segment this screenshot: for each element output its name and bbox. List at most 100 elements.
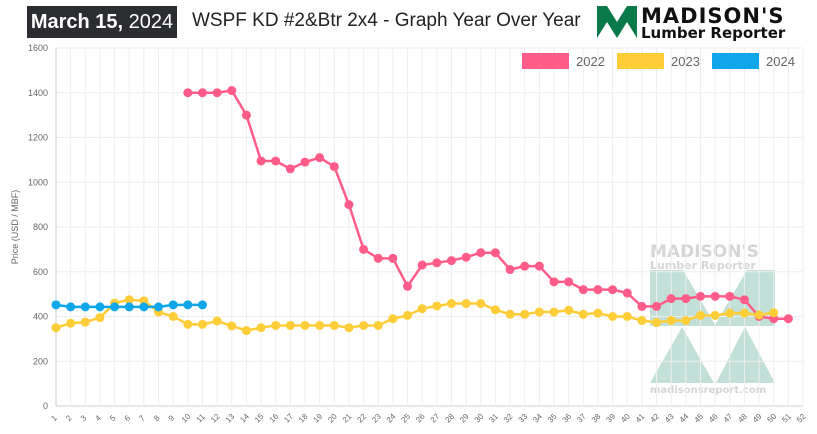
watermark-url: madisonsreport.com (650, 385, 766, 396)
data-point-2023 (256, 323, 266, 333)
legend-swatch-2023[interactable] (617, 53, 664, 69)
x-tick-label: 47 (722, 412, 735, 425)
data-point-2023 (549, 307, 559, 317)
data-point-2024 (154, 302, 164, 312)
x-tick-label: 19 (312, 412, 325, 425)
legend-label-2023[interactable]: 2023 (671, 54, 700, 69)
data-point-2022 (549, 277, 559, 287)
data-point-2023 (593, 308, 603, 318)
data-point-2022 (227, 86, 237, 96)
data-point-2023 (637, 316, 647, 326)
data-point-2022 (725, 291, 735, 301)
chart-title: WSPF KD #2&Btr 2x4 - Graph Year Over Yea… (192, 10, 581, 31)
x-tick-label: 46 (707, 412, 720, 425)
data-point-2022 (359, 244, 369, 254)
data-point-2023 (461, 299, 471, 309)
x-tick-label: 34 (531, 412, 544, 425)
data-point-2024 (168, 300, 178, 310)
x-tick-label: 10 (180, 412, 193, 425)
data-point-2023 (652, 318, 662, 328)
x-tick-label: 30 (473, 412, 486, 425)
y-tick-label: 200 (33, 356, 48, 366)
data-point-2022 (403, 281, 413, 291)
legend-swatch-2022[interactable] (522, 53, 569, 69)
x-tick-label: 26 (414, 412, 427, 425)
x-tick-label: 48 (736, 412, 749, 425)
data-point-2023 (403, 310, 413, 320)
x-tick-label: 44 (678, 412, 691, 425)
x-tick-label: 16 (268, 412, 281, 425)
x-tick-label: 42 (648, 412, 661, 425)
data-point-2023 (432, 301, 442, 311)
x-tick-label: 37 (575, 412, 588, 425)
data-point-2022 (476, 248, 486, 258)
x-tick-label: 39 (604, 412, 617, 425)
data-point-2022 (315, 153, 325, 163)
x-tick-label: 9 (167, 413, 177, 423)
x-tick-label: 21 (341, 412, 354, 425)
date-text: March 15, (30, 11, 124, 33)
x-tick-label: 20 (326, 412, 339, 425)
y-tick-label: 1000 (28, 177, 48, 187)
logo-mark-icon (597, 6, 637, 38)
x-tick-label: 35 (546, 412, 559, 425)
data-point-2022 (593, 285, 603, 295)
data-point-2023 (681, 316, 691, 326)
y-tick-label: 600 (33, 267, 48, 277)
data-point-2023 (476, 299, 486, 309)
data-point-2023 (417, 304, 427, 314)
y-tick-label: 1400 (28, 88, 48, 98)
legend-label-2022[interactable]: 2022 (576, 54, 605, 69)
x-tick-label: 38 (590, 412, 603, 425)
data-point-2023 (285, 320, 295, 330)
x-tick-label: 6 (123, 413, 133, 423)
y-tick-label: 400 (33, 312, 48, 322)
legend-swatch-2024[interactable] (712, 53, 759, 69)
data-point-2022 (505, 265, 515, 275)
y-tick-label: 0 (43, 401, 48, 411)
data-point-2022 (241, 110, 251, 120)
y-tick-label: 800 (33, 222, 48, 232)
x-tick-label: 3 (79, 413, 89, 423)
data-point-2023 (769, 308, 779, 318)
data-point-2023 (695, 310, 705, 320)
x-tick-label: 18 (297, 412, 310, 425)
date-year: 2024 (128, 11, 174, 33)
data-point-2023 (124, 295, 134, 305)
y-tick-label: 1200 (28, 133, 48, 143)
data-point-2022 (564, 277, 574, 287)
x-tick-label: 24 (385, 412, 398, 425)
data-point-2023 (578, 309, 588, 319)
x-tick-label: 51 (780, 412, 793, 425)
x-tick-label: 52 (795, 412, 808, 425)
data-point-2023 (95, 313, 105, 323)
data-point-2022 (432, 258, 442, 268)
x-tick-label: 28 (443, 412, 456, 425)
data-point-2024 (124, 302, 134, 312)
x-tick-label: 41 (634, 412, 647, 425)
data-point-2024 (183, 300, 193, 310)
x-tick-label: 7 (137, 413, 147, 423)
data-point-2023 (197, 319, 207, 329)
data-point-2022 (534, 261, 544, 271)
x-tick-label: 12 (209, 412, 222, 425)
data-point-2023 (51, 323, 61, 333)
data-point-2022 (520, 261, 530, 271)
data-point-2023 (80, 317, 90, 327)
data-point-2024 (110, 302, 120, 312)
data-point-2024 (139, 302, 149, 312)
legend-label-2024[interactable]: 2024 (766, 54, 795, 69)
data-point-2023 (168, 312, 178, 321)
data-point-2023 (754, 310, 764, 320)
x-tick-label: 13 (224, 412, 237, 425)
x-tick-label: 14 (238, 412, 251, 425)
data-point-2023 (564, 305, 574, 315)
data-point-2024 (51, 300, 61, 310)
data-point-2024 (197, 300, 207, 310)
data-point-2022 (461, 252, 471, 262)
x-tick-label: 23 (370, 412, 383, 425)
y-tick-label: 1600 (28, 43, 48, 53)
data-point-2024 (80, 302, 90, 312)
data-point-2022 (271, 156, 281, 166)
